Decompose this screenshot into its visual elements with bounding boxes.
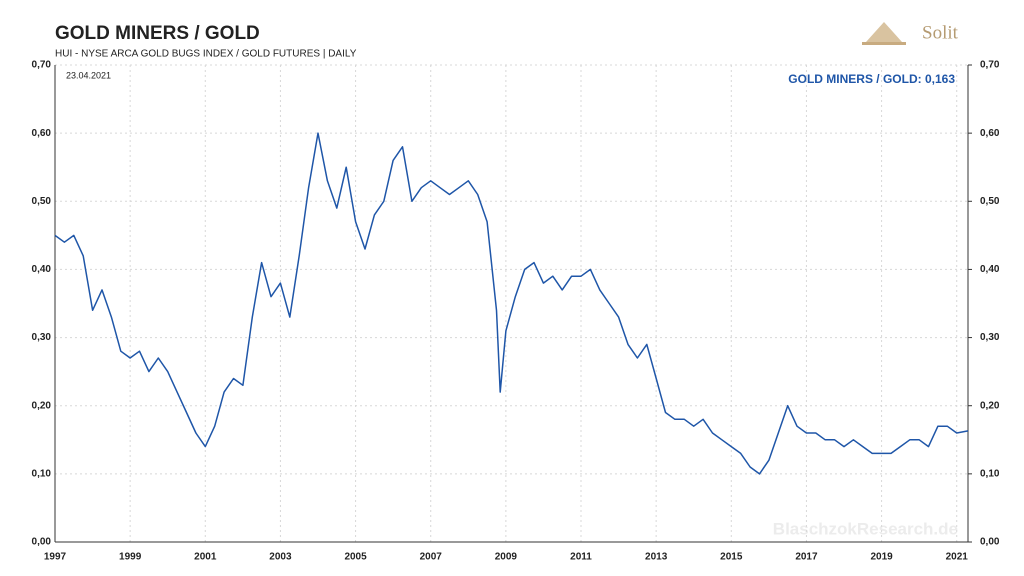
x-tick-label: 2005 xyxy=(344,552,367,563)
y-tick-label: 0,50 xyxy=(32,196,52,207)
y2-tick-label: 0,10 xyxy=(980,468,1000,479)
x-tick-label: 2021 xyxy=(946,552,969,563)
data-line xyxy=(54,132,969,475)
watermark: BlaschzokResearch.de xyxy=(773,519,958,538)
y-tick-label: 0,40 xyxy=(32,264,52,275)
y-tick-label: 0,60 xyxy=(32,128,52,139)
date-label: 23.04.2021 xyxy=(66,70,111,80)
y-tick-label: 0,00 xyxy=(32,537,52,548)
y-tick-label: 0,30 xyxy=(32,332,52,343)
x-tick-label: 2019 xyxy=(870,552,893,563)
y-tick-label: 0,70 xyxy=(32,60,52,71)
x-tick-label: 2011 xyxy=(570,552,592,563)
y-tick-label: 0,20 xyxy=(32,400,52,411)
y2-tick-label: 0,00 xyxy=(980,537,1000,548)
x-tick-label: 2013 xyxy=(645,552,668,563)
logo-text: Solit xyxy=(922,22,959,43)
y2-tick-label: 0,70 xyxy=(980,60,1000,71)
chart-title: GOLD MINERS / GOLD xyxy=(55,23,260,44)
y2-tick-label: 0,40 xyxy=(980,264,1000,275)
x-tick-label: 2015 xyxy=(720,552,743,563)
x-tick-label: 2003 xyxy=(269,552,292,563)
chart-subtitle: HUI - NYSE ARCA GOLD BUGS INDEX / GOLD F… xyxy=(55,49,357,60)
x-tick-label: 1999 xyxy=(119,552,142,563)
y2-tick-label: 0,20 xyxy=(980,400,1000,411)
x-tick-label: 2007 xyxy=(420,552,443,563)
y2-tick-label: 0,50 xyxy=(980,196,1000,207)
x-tick-label: 2009 xyxy=(495,552,518,563)
value-annotation: GOLD MINERS / GOLD: 0,163 xyxy=(788,72,955,86)
y2-tick-label: 0,30 xyxy=(980,332,1000,343)
y2-tick-label: 0,60 xyxy=(980,128,1000,139)
x-tick-label: 1997 xyxy=(44,552,67,563)
y-tick-label: 0,10 xyxy=(32,468,52,479)
logo-icon xyxy=(862,22,906,45)
x-tick-label: 2001 xyxy=(194,552,217,563)
x-tick-label: 2017 xyxy=(795,552,818,563)
